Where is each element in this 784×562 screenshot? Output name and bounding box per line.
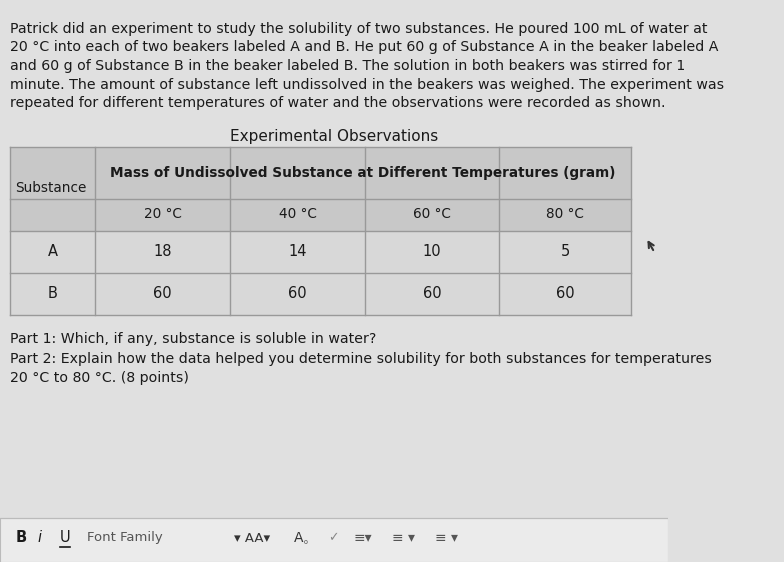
Bar [96,273,230,315]
Text: 60: 60 [289,286,307,301]
Text: ≡ ▾: ≡ ▾ [392,531,415,545]
Bar [499,273,630,315]
Text: 20 °C to 80 °C. (8 points): 20 °C to 80 °C. (8 points) [10,371,189,385]
Bar [0,518,668,562]
Text: U: U [60,531,71,546]
Bar [230,273,365,315]
Text: A: A [48,244,58,259]
Text: repeated for different temperatures of water and the observations were recorded : repeated for different temperatures of w… [10,96,666,110]
Text: 14: 14 [289,244,307,259]
Text: Part 2: Explain how the data helped you determine solubility for both substances: Part 2: Explain how the data helped you … [10,352,712,366]
Text: Mass of Undissolved Substance at Different Temperatures (gram): Mass of Undissolved Substance at Differe… [111,165,615,179]
Text: 60 °C: 60 °C [413,207,451,221]
Text: minute. The amount of substance left undissolved in the beakers was weighed. The: minute. The amount of substance left und… [10,78,724,92]
Text: Experimental Observations: Experimental Observations [230,129,438,143]
Bar [10,198,96,230]
Text: 40 °C: 40 °C [278,207,317,221]
Bar [499,198,630,230]
Text: 18: 18 [154,244,172,259]
Text: Font Family: Font Family [87,532,163,545]
Bar [96,230,230,273]
Text: 60: 60 [154,286,172,301]
Bar [230,198,365,230]
Text: ≡ ▾: ≡ ▾ [434,531,458,545]
Text: B: B [16,531,27,546]
Bar [96,198,230,230]
Text: Patrick did an experiment to study the solubility of two substances. He poured 1: Patrick did an experiment to study the s… [10,22,708,36]
Text: 60: 60 [423,286,441,301]
Bar [10,147,96,198]
Text: 80 °C: 80 °C [546,207,584,221]
Bar [365,273,499,315]
Bar [10,230,96,273]
Bar [365,230,499,273]
Text: 5: 5 [561,244,570,259]
Bar [10,273,96,315]
Text: B: B [48,286,58,301]
Text: and 60 g of Substance B in the beaker labeled B. The solution in both beakers wa: and 60 g of Substance B in the beaker la… [10,59,685,73]
Text: i: i [38,531,42,546]
Text: 60: 60 [556,286,575,301]
Bar [96,147,630,198]
Text: 20 °C: 20 °C [143,207,182,221]
Text: ₀: ₀ [303,536,307,546]
Bar [230,230,365,273]
Bar [365,198,499,230]
Text: ▾ AA▾: ▾ AA▾ [234,532,270,545]
Bar [499,230,630,273]
Text: 10: 10 [423,244,441,259]
Bar [0,518,668,562]
Text: 20 °C into each of two beakers labeled A and B. He put 60 g of Substance A in th: 20 °C into each of two beakers labeled A… [10,40,719,55]
Text: ✓: ✓ [328,532,339,545]
Text: A: A [294,531,303,545]
Text: Substance: Substance [16,182,87,196]
Text: Part 1: Which, if any, substance is soluble in water?: Part 1: Which, if any, substance is solu… [10,333,376,347]
Text: ≡▾: ≡▾ [354,531,372,545]
